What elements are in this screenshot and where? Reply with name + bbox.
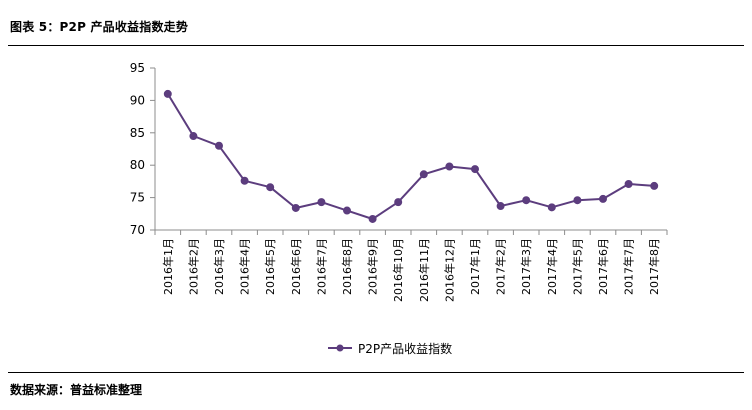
figure-title: 图表 5：P2P 产品收益指数走势 <box>10 20 189 34</box>
x-tick-label: 2016年12月 <box>442 238 456 302</box>
chart-legend: P2P产品收益指数 <box>328 341 452 356</box>
data-point <box>291 203 300 212</box>
data-point <box>445 162 454 171</box>
data-point <box>599 194 607 203</box>
x-tick-label: 2016年4月 <box>238 238 252 295</box>
x-tick-label: 2017年2月 <box>494 238 508 295</box>
top-rule <box>8 45 744 46</box>
x-tick-label: 2017年4月 <box>545 238 559 295</box>
x-tick-label: 2017年3月 <box>519 238 533 295</box>
x-tick-label: 2017年5月 <box>570 238 584 295</box>
data-point <box>394 198 403 207</box>
chart-axes <box>154 68 667 231</box>
series-line <box>166 93 655 220</box>
chart-series <box>163 89 659 223</box>
y-tick-label: 95 <box>130 61 145 75</box>
x-tick-label: 2017年1月 <box>468 238 482 295</box>
x-tick-label: 2017年7月 <box>622 238 636 295</box>
data-point <box>522 196 531 205</box>
legend-marker <box>336 344 344 352</box>
x-tick-label: 2016年6月 <box>289 238 303 295</box>
x-tick-label: 2016年8月 <box>340 238 354 295</box>
x-tick-label: 2016年10月 <box>391 238 405 302</box>
data-point <box>573 196 582 205</box>
x-axis-ticks: 2016年1月 2016年2月 2016年3月 2016年4月 2016年5月 2016年… <box>154 230 668 302</box>
x-tick-label: 2016年2月 <box>186 238 200 295</box>
y-axis-ticks: 70 75 80 85 90 95 <box>130 61 155 237</box>
y-tick-label: 75 <box>130 191 145 205</box>
data-point <box>650 181 659 190</box>
data-point <box>163 89 172 98</box>
x-tick-label: 2016年1月 <box>161 238 175 295</box>
data-point <box>343 206 351 215</box>
data-point <box>496 202 505 211</box>
data-point <box>215 141 223 150</box>
data-point <box>266 183 275 192</box>
y-tick-label: 70 <box>130 223 145 237</box>
data-point <box>547 203 556 212</box>
y-tick-label: 80 <box>130 158 145 172</box>
data-point <box>624 179 633 188</box>
y-tick-label: 90 <box>130 93 145 107</box>
data-point <box>368 214 377 223</box>
data-point <box>240 176 249 185</box>
x-tick-label: 2017年6月 <box>596 238 610 295</box>
line-chart: 70 75 80 85 90 95 2016年1月 2016年2月 2016年3月 2016年4… <box>130 61 668 356</box>
x-tick-label: 2016年3月 <box>212 238 226 295</box>
data-point <box>189 132 198 141</box>
bottom-rule <box>8 372 744 373</box>
x-tick-label: 2016年11月 <box>417 238 431 302</box>
legend-label: P2P产品收益指数 <box>358 341 452 356</box>
data-point <box>471 165 479 174</box>
x-tick-label: 2016年7月 <box>314 238 328 295</box>
y-tick-label: 85 <box>130 126 145 140</box>
x-tick-label: 2016年9月 <box>366 238 380 295</box>
data-point <box>317 198 326 207</box>
x-tick-label: 2017年8月 <box>647 238 661 295</box>
x-tick-label: 2016年5月 <box>263 238 277 295</box>
figure-source: 数据来源：普益标准整理 <box>10 383 143 397</box>
data-point <box>419 170 428 179</box>
